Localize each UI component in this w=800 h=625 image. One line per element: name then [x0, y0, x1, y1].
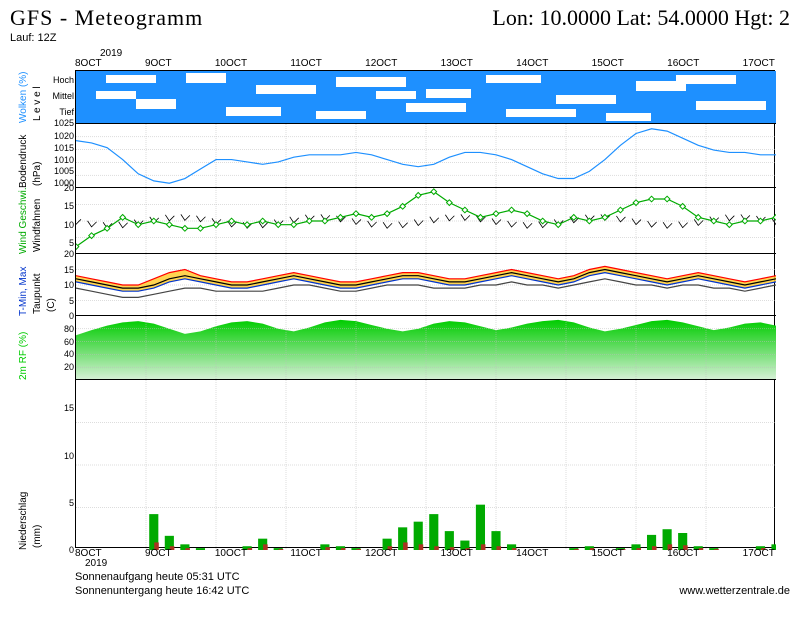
- lon-value: 10.0000: [539, 5, 611, 30]
- xaxis-tick: 11OCT: [290, 548, 322, 560]
- xaxis-tick: 14OCT: [516, 548, 548, 560]
- lon-label: Lon:: [492, 5, 534, 30]
- panel: Niederschlag(mm)051015: [76, 379, 776, 549]
- sunrise: Sonnenaufgang heute 05:31 UTC: [75, 570, 249, 584]
- xaxis-tick: 16OCT: [667, 548, 699, 560]
- hgt-value: 2: [779, 5, 790, 30]
- year-bottom: 2019: [85, 558, 107, 569]
- xaxis-tick: 17OCT: [743, 58, 775, 70]
- cloud-level: Mittel: [46, 91, 74, 101]
- ylabel: Bodendruck: [18, 135, 29, 188]
- xaxis-tick: 9OCT: [145, 58, 172, 70]
- ytick: 20: [48, 362, 74, 372]
- xaxis-tick: 12OCT: [365, 58, 397, 70]
- xaxis-tick: 10OCT: [215, 548, 247, 560]
- title: GFS - Meteogramm: [10, 5, 203, 31]
- panel: 2m RF (%)20406080: [76, 315, 776, 379]
- sunset: Sonnenuntergang heute 16:42 UTC: [75, 584, 249, 598]
- ylabel: T-Min, Max: [18, 267, 29, 316]
- xaxis-tick: 9OCT: [145, 548, 172, 560]
- ytick: 15: [48, 265, 74, 275]
- xaxis-bottom: 8OCT9OCT10OCT11OCT12OCT13OCT14OCT15OCT16…: [75, 548, 775, 560]
- cloud-level: Tief: [46, 107, 74, 117]
- xaxis-tick: 17OCT: [743, 548, 775, 560]
- source-url: www.wetterzentrale.de: [679, 585, 790, 597]
- ylabel2: Taupunkt: [32, 273, 43, 314]
- ylabel: Niederschlag: [18, 492, 29, 550]
- ylabel: Wind Geschwi.: [18, 187, 29, 254]
- ytick: 60: [48, 337, 74, 347]
- ytick: 20: [48, 249, 74, 259]
- ytick: 15: [48, 201, 74, 211]
- ytick: 10: [48, 451, 74, 461]
- ytick: 0: [48, 545, 74, 555]
- xaxis-tick: 16OCT: [667, 58, 699, 70]
- ytick: 1020: [48, 131, 74, 141]
- ytick: 80: [48, 324, 74, 334]
- ytick: 0: [48, 311, 74, 321]
- xaxis-tick: 8OCT: [75, 58, 102, 70]
- panel: T-Min, MaxTaupunkt(C)05101520: [76, 253, 776, 315]
- run-label: Lauf: 12Z: [10, 32, 56, 44]
- ytick: 5: [48, 296, 74, 306]
- footer: Sonnenaufgang heute 05:31 UTC Sonnenunte…: [75, 570, 249, 598]
- ylabel2: (mm): [32, 525, 43, 548]
- hgt-label: Hgt:: [734, 5, 773, 30]
- ytick: 1005: [48, 166, 74, 176]
- xaxis-tick: 11OCT: [290, 58, 322, 70]
- ylabel2: (hPa): [32, 162, 43, 186]
- plot-area: Wolken (%)L e v e lHochMittelTief1025Bod…: [75, 70, 775, 548]
- ylabel: Wolken (%): [18, 72, 29, 124]
- ytick: 20: [48, 183, 74, 193]
- coords: Lon: 10.0000 Lat: 54.0000 Hgt: 2: [492, 5, 790, 31]
- ytick: 5: [48, 238, 74, 248]
- panel: Bodendruck(hPa)10001005101010151020: [76, 123, 776, 187]
- xaxis-tick: 14OCT: [516, 58, 548, 70]
- meteogram-root: GFS - Meteogramm Lon: 10.0000 Lat: 54.00…: [0, 0, 800, 625]
- ytick: 40: [48, 349, 74, 359]
- lat-value: 54.0000: [657, 5, 729, 30]
- cloud-level: Hoch: [46, 75, 74, 85]
- xaxis-top: 8OCT 9OCT 10OCT 11OCT 12OCT 13OCT 14OCT 15OCT 16…: [75, 58, 775, 70]
- xaxis-tick: 13OCT: [441, 58, 473, 70]
- ylabel2: Windfahnen: [32, 199, 43, 252]
- ytick: 10: [48, 220, 74, 230]
- xaxis-tick: 15OCT: [592, 548, 624, 560]
- xaxis-tick: 15OCT: [592, 58, 624, 70]
- ytick: 10: [48, 280, 74, 290]
- ytick: 5: [48, 498, 74, 508]
- xaxis-tick: 12OCT: [365, 548, 397, 560]
- panel: Wolken (%)L e v e lHochMittelTief1025: [76, 71, 776, 123]
- ytick: 1015: [48, 143, 74, 153]
- ytick: 1010: [48, 155, 74, 165]
- panel: Wind Geschwi.Windfahnen5101520: [76, 187, 776, 253]
- ytick: 1025: [48, 118, 74, 128]
- xaxis-tick: 13OCT: [441, 548, 473, 560]
- ylabel: 2m RF (%): [18, 332, 29, 380]
- xaxis-tick: 10OCT: [215, 58, 247, 70]
- ylabel2: L e v e l: [32, 86, 43, 121]
- lat-label: Lat:: [616, 5, 651, 30]
- ytick: 15: [48, 403, 74, 413]
